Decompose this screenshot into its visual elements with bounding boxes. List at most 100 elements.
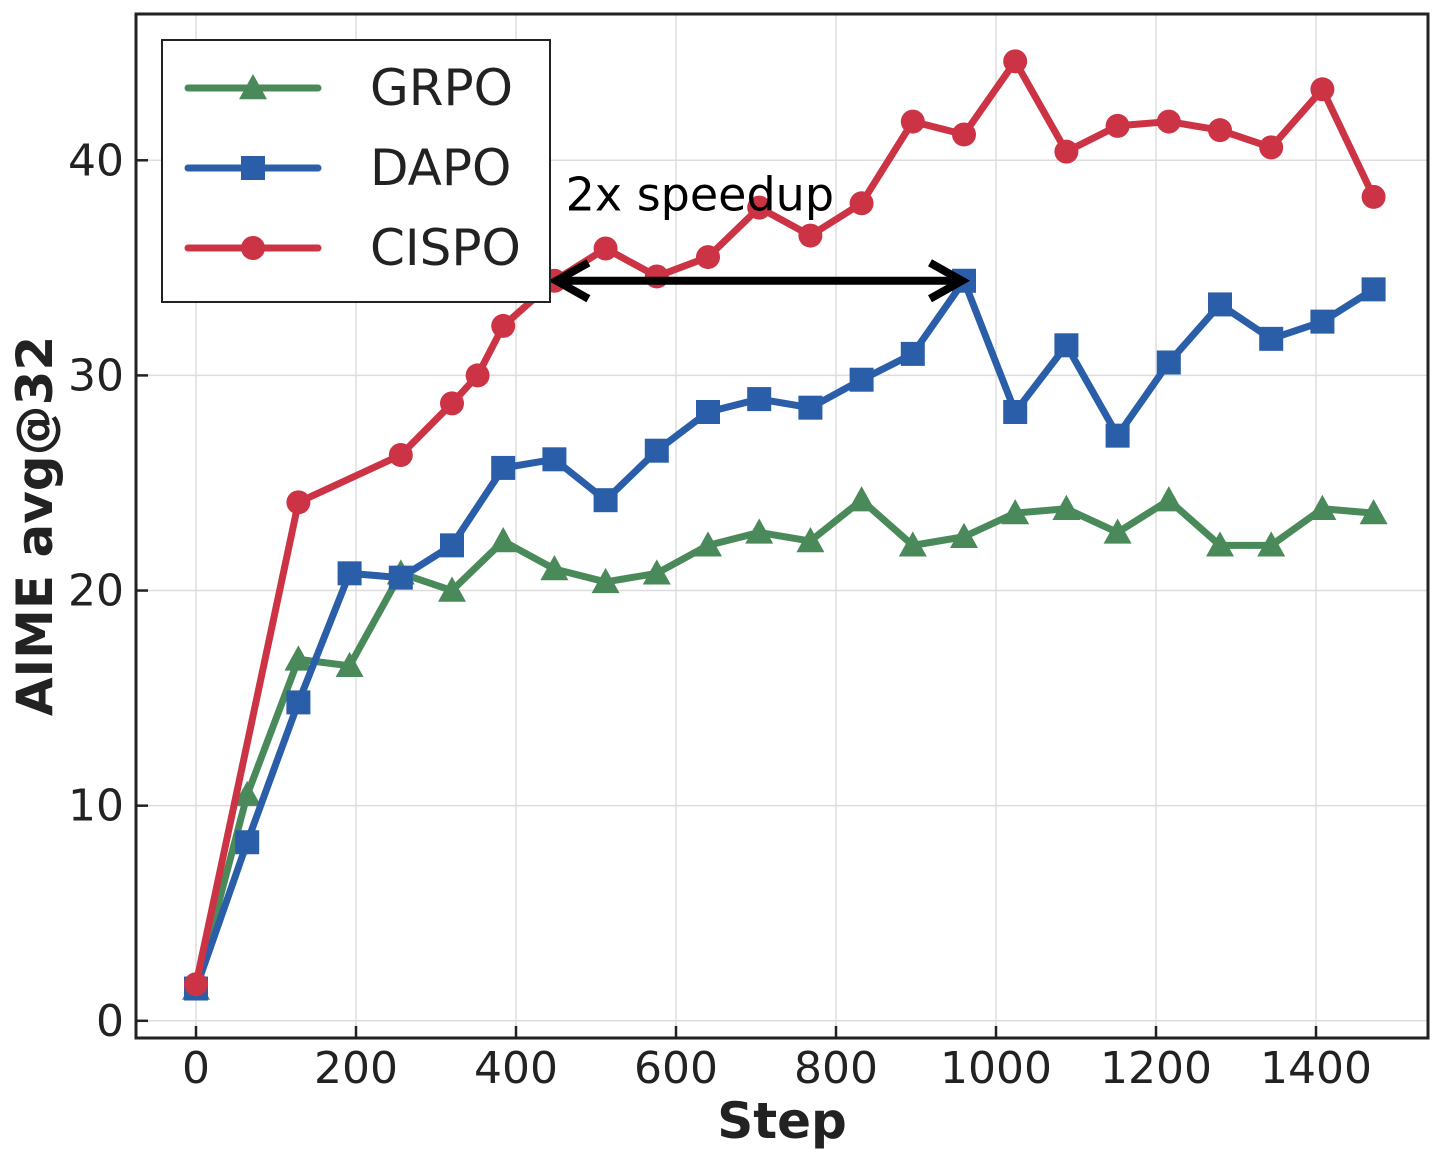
cispo-point bbox=[184, 972, 208, 997]
dapo-point bbox=[1156, 350, 1181, 375]
cispo-point bbox=[747, 195, 772, 220]
y-tick-label: 0 bbox=[96, 996, 124, 1047]
cispo-point bbox=[900, 109, 925, 134]
legend-entry-grpo: GRPO bbox=[184, 59, 513, 117]
cispo-point bbox=[1208, 118, 1232, 143]
grpo-point bbox=[591, 567, 620, 594]
x-axis-title: Step bbox=[717, 1092, 847, 1150]
dapo-point bbox=[1003, 399, 1028, 424]
legend-marker-dapo bbox=[241, 156, 265, 180]
series-dapo bbox=[184, 268, 1386, 1001]
grpo-point bbox=[1154, 486, 1183, 512]
cispo-point bbox=[952, 122, 976, 147]
cispo-point bbox=[644, 264, 669, 289]
cispo-point bbox=[1361, 184, 1386, 209]
grpo-point bbox=[745, 518, 774, 544]
grpo-point bbox=[642, 559, 671, 585]
dapo-point bbox=[388, 565, 413, 590]
cispo-point bbox=[798, 223, 823, 248]
legend: GRPO DAPO CISPO bbox=[161, 39, 551, 303]
grpo-point bbox=[950, 522, 978, 548]
dapo-line bbox=[192, 277, 1378, 993]
speedup-arrow-right-head bbox=[928, 259, 971, 303]
dapo-point bbox=[593, 488, 618, 513]
annotation: 2x speedup bbox=[548, 168, 971, 303]
grpo-point bbox=[438, 576, 466, 602]
plot-frame bbox=[134, 12, 1430, 1040]
dapo-point bbox=[491, 455, 516, 480]
grpo-point bbox=[847, 486, 876, 512]
dapo-point bbox=[1054, 333, 1079, 358]
speedup-annotation: 2x speedup bbox=[566, 168, 834, 222]
dapo-point bbox=[1310, 309, 1335, 334]
legend-label-grpo: GRPO bbox=[370, 59, 513, 117]
x-tick-label: 1400 bbox=[1260, 1043, 1372, 1094]
dapo-point bbox=[644, 438, 669, 463]
x-tick-label: 1200 bbox=[1100, 1043, 1212, 1094]
grpo-point bbox=[1257, 531, 1286, 557]
cispo-point bbox=[1105, 113, 1130, 138]
x-tick-label: 0 bbox=[182, 1043, 210, 1094]
dapo-point bbox=[1361, 277, 1386, 302]
cispo-point bbox=[440, 391, 464, 416]
cispo-point bbox=[593, 236, 618, 261]
grpo-point bbox=[335, 651, 364, 678]
grpo-point bbox=[694, 531, 722, 557]
y-tick-label: 20 bbox=[68, 566, 124, 617]
grpo-point bbox=[1001, 499, 1030, 525]
cispo-point bbox=[286, 490, 311, 515]
grpo-point bbox=[540, 555, 569, 581]
dapo-point bbox=[900, 341, 925, 366]
x-tick-label: 800 bbox=[794, 1043, 878, 1094]
x-tick-label: 600 bbox=[634, 1043, 718, 1094]
y-tick-label: 30 bbox=[68, 350, 124, 401]
dapo-point bbox=[440, 533, 464, 558]
x-tick-label: 1000 bbox=[940, 1043, 1052, 1094]
grpo-point bbox=[1359, 499, 1388, 525]
cispo-point bbox=[849, 191, 874, 216]
y-axis-title: AIME avg@32 bbox=[6, 336, 64, 716]
legend-marker-cispo bbox=[241, 236, 265, 260]
grpo-point bbox=[1052, 494, 1081, 520]
dapo-point bbox=[1208, 292, 1232, 317]
dapo-point bbox=[849, 367, 874, 392]
cispo-point bbox=[1156, 109, 1181, 134]
cispo-point bbox=[388, 443, 413, 468]
dapo-point bbox=[747, 387, 772, 412]
grpo-point bbox=[1308, 494, 1337, 520]
legend-entry-dapo: DAPO bbox=[184, 139, 511, 197]
cispo-point bbox=[465, 363, 490, 388]
dapo-point bbox=[337, 561, 362, 586]
y-tick-label: 40 bbox=[68, 135, 124, 186]
dapo-point bbox=[696, 399, 720, 424]
dapo-point bbox=[286, 690, 311, 715]
grpo-point bbox=[796, 527, 825, 553]
series-grpo bbox=[182, 486, 1388, 1000]
cispo-point bbox=[491, 313, 516, 338]
dapo-point bbox=[798, 395, 823, 420]
grpo-point bbox=[1103, 518, 1132, 544]
axis-ticks: 0 200 400 600 800 1000 1200 1400 0 10 20 30 40 bbox=[68, 135, 1372, 1094]
y-tick-label: 10 bbox=[68, 781, 124, 832]
dapo-point bbox=[542, 447, 567, 472]
legend-label-cispo: CISPO bbox=[370, 219, 521, 277]
cispo-point bbox=[1310, 77, 1335, 102]
legend-marker-grpo bbox=[239, 74, 267, 100]
dapo-point bbox=[235, 830, 260, 855]
cispo-point bbox=[1259, 135, 1284, 160]
grpo-point bbox=[233, 780, 262, 807]
cispo-point bbox=[1003, 49, 1028, 74]
cispo-point bbox=[696, 245, 720, 270]
grpo-point bbox=[1206, 531, 1234, 557]
x-tick-label: 400 bbox=[474, 1043, 558, 1094]
grpo-point bbox=[898, 531, 927, 557]
plot-series bbox=[182, 49, 1388, 1001]
speedup-arrow-left-head bbox=[548, 259, 591, 303]
legend-entry-cispo: CISPO bbox=[184, 219, 521, 277]
x-tick-label: 200 bbox=[314, 1043, 398, 1094]
dapo-point bbox=[1105, 423, 1130, 448]
grpo-point bbox=[489, 527, 518, 553]
grpo-point bbox=[284, 645, 313, 671]
legend-label-dapo: DAPO bbox=[370, 139, 511, 197]
